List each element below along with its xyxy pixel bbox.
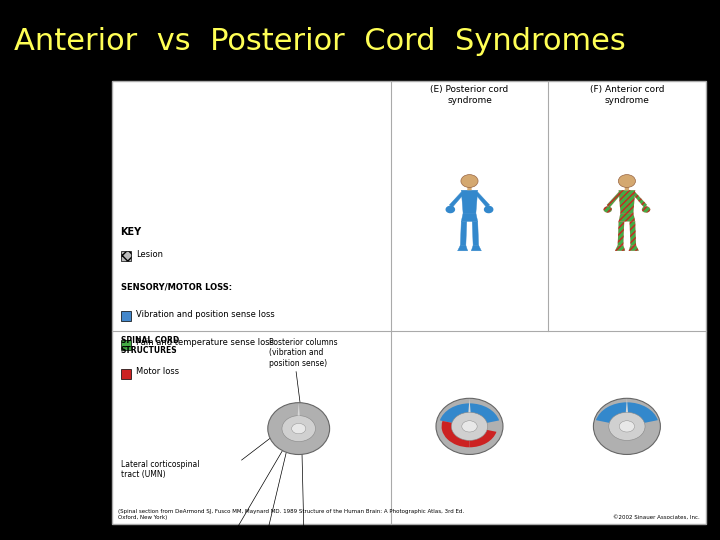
Text: (E) Posterior cord
syndrome: (E) Posterior cord syndrome: [431, 85, 508, 105]
Polygon shape: [625, 186, 629, 190]
Text: Lesion: Lesion: [136, 250, 163, 259]
Polygon shape: [462, 213, 477, 221]
Polygon shape: [629, 221, 636, 245]
Bar: [120, 340, 131, 350]
Bar: [120, 311, 131, 321]
Polygon shape: [607, 192, 621, 208]
Polygon shape: [629, 245, 639, 251]
Circle shape: [461, 174, 478, 187]
Circle shape: [485, 206, 492, 213]
Polygon shape: [634, 192, 647, 208]
Polygon shape: [618, 190, 635, 213]
Circle shape: [603, 206, 612, 213]
Polygon shape: [618, 213, 635, 221]
Polygon shape: [626, 399, 628, 413]
Text: Anterior  vs  Posterior  Cord  Syndromes: Anterior vs Posterior Cord Syndromes: [14, 27, 626, 56]
Text: SENSORY/MOTOR LOSS:: SENSORY/MOTOR LOSS:: [120, 282, 232, 292]
Ellipse shape: [292, 423, 306, 434]
Ellipse shape: [268, 403, 330, 455]
Polygon shape: [469, 399, 471, 413]
Ellipse shape: [436, 399, 503, 455]
Polygon shape: [472, 221, 479, 245]
Text: (F) Anterior cord
syndrome: (F) Anterior cord syndrome: [590, 85, 664, 105]
Text: Vibration and position sense loss: Vibration and position sense loss: [136, 309, 275, 319]
Polygon shape: [462, 190, 477, 213]
Polygon shape: [458, 245, 468, 251]
Polygon shape: [472, 245, 482, 251]
Polygon shape: [615, 245, 625, 251]
Polygon shape: [618, 221, 624, 245]
Ellipse shape: [619, 421, 634, 432]
Polygon shape: [297, 403, 300, 416]
Wedge shape: [596, 402, 658, 427]
Wedge shape: [440, 403, 499, 427]
Polygon shape: [449, 192, 463, 208]
Polygon shape: [467, 186, 472, 190]
Text: Motor loss: Motor loss: [136, 367, 179, 376]
Text: Pain and temperature sense loss: Pain and temperature sense loss: [136, 339, 274, 347]
Wedge shape: [469, 427, 497, 447]
Text: (Spinal section from DeArmond SJ, Fusco MM, Maynard MD. 1989 Structure of the Hu: (Spinal section from DeArmond SJ, Fusco …: [117, 509, 464, 520]
Bar: [120, 369, 131, 379]
Wedge shape: [441, 421, 469, 447]
Text: Posterior columns
(vibration and
position sense): Posterior columns (vibration and positio…: [269, 338, 338, 368]
Wedge shape: [625, 425, 639, 434]
Polygon shape: [460, 221, 467, 245]
Text: Lateral corticospinal
tract (UMN): Lateral corticospinal tract (UMN): [120, 460, 199, 479]
Ellipse shape: [608, 413, 645, 441]
Bar: [112, 81, 706, 524]
Bar: [120, 252, 131, 261]
Circle shape: [642, 206, 650, 213]
Text: ©2002 Sinauer Associates, Inc.: ©2002 Sinauer Associates, Inc.: [613, 515, 700, 520]
Ellipse shape: [451, 413, 487, 441]
Ellipse shape: [462, 421, 477, 432]
Wedge shape: [615, 425, 629, 434]
Text: SPINAL CORD
STRUCTURES: SPINAL CORD STRUCTURES: [120, 336, 179, 355]
Text: KEY: KEY: [120, 227, 142, 237]
Ellipse shape: [593, 399, 660, 455]
Polygon shape: [476, 192, 490, 208]
Ellipse shape: [282, 416, 315, 442]
Circle shape: [618, 174, 636, 187]
Circle shape: [446, 206, 454, 213]
